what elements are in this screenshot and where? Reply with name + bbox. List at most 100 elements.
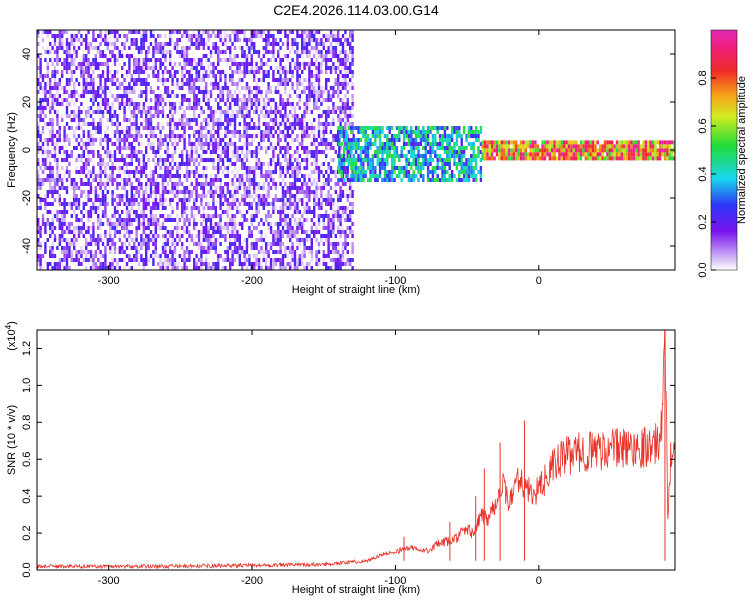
spectrogram-cell xyxy=(269,158,273,162)
spectrogram-cell xyxy=(118,86,121,90)
spectrogram-cell xyxy=(37,218,40,222)
spectrogram-cell xyxy=(70,62,73,66)
spectrogram-cell xyxy=(176,262,179,266)
spectrogram-cell xyxy=(344,86,347,90)
spectrogram-cell xyxy=(341,66,345,70)
spectrogram-cell xyxy=(349,122,352,126)
spectrogram-cell xyxy=(262,182,265,186)
spectrogram-cell xyxy=(41,118,45,122)
spectrogram-cell xyxy=(329,70,333,74)
spectrogram-cell xyxy=(289,134,292,138)
spectrogram-cell xyxy=(154,242,157,246)
spectrogram-cell xyxy=(77,254,81,258)
spectrogram-cell xyxy=(265,262,268,266)
spectrogram-cell xyxy=(188,70,191,74)
spectrogram-cell xyxy=(269,186,273,190)
spectrogram-cell xyxy=(217,134,220,138)
spectrogram-cell xyxy=(39,98,42,102)
spectrogram-cell xyxy=(183,94,186,98)
spectrogram-cell xyxy=(350,146,353,150)
spectrogram-cell xyxy=(157,234,160,238)
spectrogram-cell xyxy=(310,162,313,166)
spectrogram-cell xyxy=(195,118,198,122)
spectrogram-cell xyxy=(70,34,73,38)
spectrogram-cell xyxy=(101,86,105,90)
spectrogram-cell xyxy=(125,94,129,98)
spectrogram-cell xyxy=(243,70,246,74)
spectrogram-cell xyxy=(298,74,301,78)
spectrogram-cell xyxy=(308,250,311,254)
spectrogram-cell xyxy=(281,186,285,190)
spectrogram-cell xyxy=(125,34,129,38)
spectrogram-cell xyxy=(178,102,181,106)
spectrogram-cell xyxy=(346,206,349,210)
spectrogram-cell xyxy=(118,122,121,126)
spectrogram-cell xyxy=(334,186,337,190)
spectrogram-cell xyxy=(181,98,184,102)
spectrogram-cell xyxy=(214,78,217,82)
spectrogram-cell xyxy=(128,130,131,134)
spectrogram-cell xyxy=(161,50,165,54)
spectrogram-cell xyxy=(145,70,148,74)
spectrogram-cell xyxy=(193,170,196,174)
spectrogram-cell xyxy=(272,258,275,262)
spectrogram-cell xyxy=(334,38,337,42)
spectrogram-cell xyxy=(56,82,59,86)
spectrogram-cell xyxy=(305,234,309,238)
spectrogram-cell xyxy=(320,38,323,42)
spectrogram-cell xyxy=(65,122,69,126)
spectrogram-cell xyxy=(334,134,337,138)
spectrogram-cell xyxy=(181,182,184,186)
spectrogram-cell xyxy=(145,134,148,138)
spectrogram-cell xyxy=(265,266,268,270)
spectrogram-cell xyxy=(257,230,261,234)
spectrogram-cell xyxy=(159,134,162,138)
spectrogram-cell xyxy=(243,98,246,102)
spectrogram-cell xyxy=(334,238,337,242)
spectrogram-cell xyxy=(226,114,229,118)
spectrogram-cell xyxy=(176,42,179,46)
spectrogram-cell xyxy=(116,262,119,266)
spectrogram-cell xyxy=(286,30,289,34)
spectrogram-cell xyxy=(327,122,330,126)
spectrogram-cell xyxy=(236,34,239,38)
spectrogram-cell xyxy=(85,62,88,66)
spectrogram-cell xyxy=(200,198,203,202)
spectrogram-cell xyxy=(128,162,131,166)
spectrogram-cell xyxy=(341,262,345,266)
spectrogram-cell xyxy=(334,110,337,114)
spectrogram-cell xyxy=(111,250,114,254)
spectrogram-cell xyxy=(265,258,268,262)
spectrogram-cell xyxy=(332,130,335,134)
spectrogram-cell xyxy=(317,98,321,102)
spectrogram-cell xyxy=(99,114,102,118)
spectrogram-cell xyxy=(171,126,174,130)
spectrogram-cell xyxy=(142,162,145,166)
spectrogram-cell xyxy=(200,226,203,230)
spectrogram-cell xyxy=(145,58,148,62)
spectrogram-cell xyxy=(56,62,59,66)
spectrogram-cell xyxy=(329,50,333,54)
spectrogram-cell xyxy=(262,54,265,58)
spectrogram-cell xyxy=(89,62,93,66)
spectrogram-cell xyxy=(85,166,88,170)
spectrogram-cell xyxy=(61,158,64,162)
spectrogram-cell xyxy=(178,50,181,54)
spectrogram-cell xyxy=(125,262,129,266)
spectrogram-cell xyxy=(346,74,349,78)
spectrogram-cell xyxy=(217,266,220,270)
spectrogram-cell xyxy=(217,158,220,162)
spectrogram-cell xyxy=(178,118,181,122)
spectrogram-cell xyxy=(207,66,210,70)
spectrogram-cell xyxy=(152,50,155,54)
spectrogram-cell xyxy=(332,102,335,106)
spectrogram-cell xyxy=(80,154,83,158)
spectrogram-cell xyxy=(327,254,330,258)
spectrogram-cell xyxy=(99,178,102,182)
spectrogram-cell xyxy=(70,238,73,242)
spectrogram-cell xyxy=(320,62,323,66)
spectrogram-cell xyxy=(80,182,83,186)
spectrogram-cell xyxy=(89,98,93,102)
spectrogram-cell xyxy=(231,118,234,122)
spectrogram-cell xyxy=(193,238,196,242)
